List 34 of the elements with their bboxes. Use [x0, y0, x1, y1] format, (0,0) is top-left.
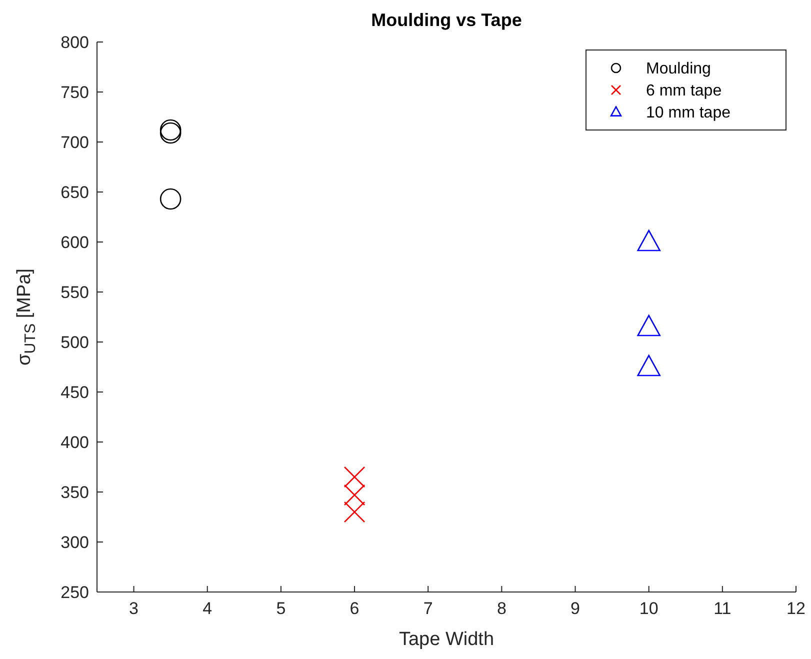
x-tick-label: 7: [423, 599, 433, 618]
y-tick-label: 450: [60, 382, 89, 402]
legend-label: Moulding: [646, 60, 711, 78]
x-tick-label: 11: [714, 599, 732, 618]
y-tick-label: 350: [60, 482, 89, 502]
x-tick-label: 8: [496, 599, 506, 618]
point: [344, 501, 366, 523]
x-tick-label: 3: [129, 599, 139, 618]
y-tick-label: 800: [60, 32, 89, 52]
y-tick-label: 600: [60, 232, 89, 252]
y-tick-label: 500: [60, 332, 89, 352]
y-tick-label: 300: [60, 532, 89, 552]
x-tick-label: 6: [350, 599, 360, 618]
y-tick-label: 550: [60, 282, 89, 302]
x-tick-label: 4: [202, 599, 212, 618]
point: [637, 314, 660, 336]
y-tick-label: 750: [60, 82, 89, 102]
y-tick-label: 250: [60, 582, 89, 602]
legend-label: 6 mm tape: [646, 82, 722, 100]
legend-label: 10 mm tape: [646, 104, 731, 122]
x-tick-label: 9: [570, 599, 580, 618]
point: [344, 466, 366, 488]
point: [637, 354, 660, 376]
x-axis-title: Tape Width: [398, 629, 494, 650]
y-tick-label: 700: [60, 132, 89, 152]
y-tick-label: 650: [60, 182, 89, 202]
point: [344, 484, 366, 506]
chart-title: Moulding vs Tape: [371, 10, 522, 30]
y-tick-label: 400: [60, 432, 89, 452]
point: [160, 188, 182, 210]
point: [637, 230, 660, 252]
x-tick-label: 5: [276, 599, 286, 618]
x-tick-label: 10: [639, 599, 658, 618]
x-tick-label: 12: [786, 599, 806, 618]
